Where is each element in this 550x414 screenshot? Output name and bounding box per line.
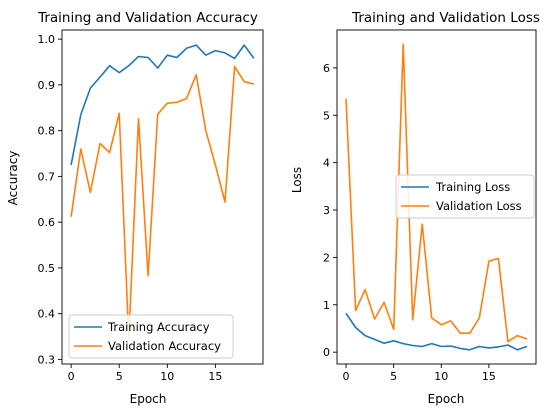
loss-chart-lines xyxy=(345,43,528,351)
accuracy-legend-frame xyxy=(68,314,234,359)
legend-label-validation-accuracy: Validation Accuracy xyxy=(108,339,221,353)
loss-xtick-label: 0 xyxy=(343,370,350,383)
loss-chart-legend: Training Loss Validation Loss xyxy=(395,174,535,219)
loss-ytick-label: 6 xyxy=(323,62,330,75)
loss-ytick-label: 0 xyxy=(323,346,330,359)
accuracy-ytick-label: 1.0 xyxy=(38,33,56,46)
accuracy-chart-ylabel: Accuracy xyxy=(6,151,20,206)
accuracy-ytick-label: 0.5 xyxy=(38,262,56,275)
accuracy-xtick-label: 10 xyxy=(160,370,174,383)
loss-ytick-label: 1 xyxy=(323,299,330,312)
loss-chart-title: Training and Validation Loss xyxy=(351,10,540,26)
loss-xtick-label: 5 xyxy=(390,370,397,383)
series-line-training-loss xyxy=(345,312,528,351)
series-line-validation-loss xyxy=(345,43,528,343)
loss-xtick-label: 15 xyxy=(482,370,496,383)
loss-chart: Training and Validation Loss Epoch Loss … xyxy=(290,10,540,406)
loss-ytick-label: 5 xyxy=(323,109,330,122)
accuracy-xtick-label: 0 xyxy=(68,370,75,383)
accuracy-chart: Training and Validation Accuracy Epoch A… xyxy=(6,10,264,406)
loss-chart-ylabel: Loss xyxy=(290,167,304,193)
accuracy-chart-lines xyxy=(70,44,255,340)
accuracy-ytick-label: 0.4 xyxy=(38,308,56,321)
loss-plot-frame xyxy=(336,29,537,365)
accuracy-chart-title: Training and Validation Accuracy xyxy=(37,10,258,26)
accuracy-ytick-label: 0.8 xyxy=(38,125,56,138)
series-line-validation-accuracy xyxy=(70,65,255,340)
accuracy-chart-axes: 0 5 10 15 0.3 0.4 0.5 0.6 0.7 0.8 0.9 1.0 xyxy=(38,29,264,383)
accuracy-ytick-label: 0.7 xyxy=(38,170,56,183)
loss-ytick-label: 2 xyxy=(323,251,330,264)
accuracy-xtick-label: 15 xyxy=(208,370,222,383)
legend-label-training-accuracy: Training Accuracy xyxy=(107,320,210,334)
accuracy-chart-legend: Training Accuracy Validation Accuracy xyxy=(68,314,234,359)
accuracy-chart-xlabel: Epoch xyxy=(130,392,167,406)
accuracy-plot-frame xyxy=(61,29,264,365)
accuracy-xtick-label: 5 xyxy=(116,370,123,383)
loss-legend-frame xyxy=(395,174,535,219)
loss-xtick-label: 10 xyxy=(434,370,448,383)
loss-chart-xlabel: Epoch xyxy=(428,392,465,406)
loss-ytick-label: 3 xyxy=(323,204,330,217)
loss-ytick-label: 4 xyxy=(323,157,330,170)
accuracy-ytick-label: 0.9 xyxy=(38,79,56,92)
legend-label-training-loss: Training Loss xyxy=(435,180,510,194)
loss-chart-axes: 0 5 10 15 0 1 2 3 4 5 6 xyxy=(323,29,537,383)
accuracy-ytick-label: 0.6 xyxy=(38,216,56,229)
accuracy-ytick-label: 0.3 xyxy=(38,353,56,366)
series-line-training-accuracy xyxy=(70,44,255,166)
legend-label-validation-loss: Validation Loss xyxy=(436,199,522,213)
